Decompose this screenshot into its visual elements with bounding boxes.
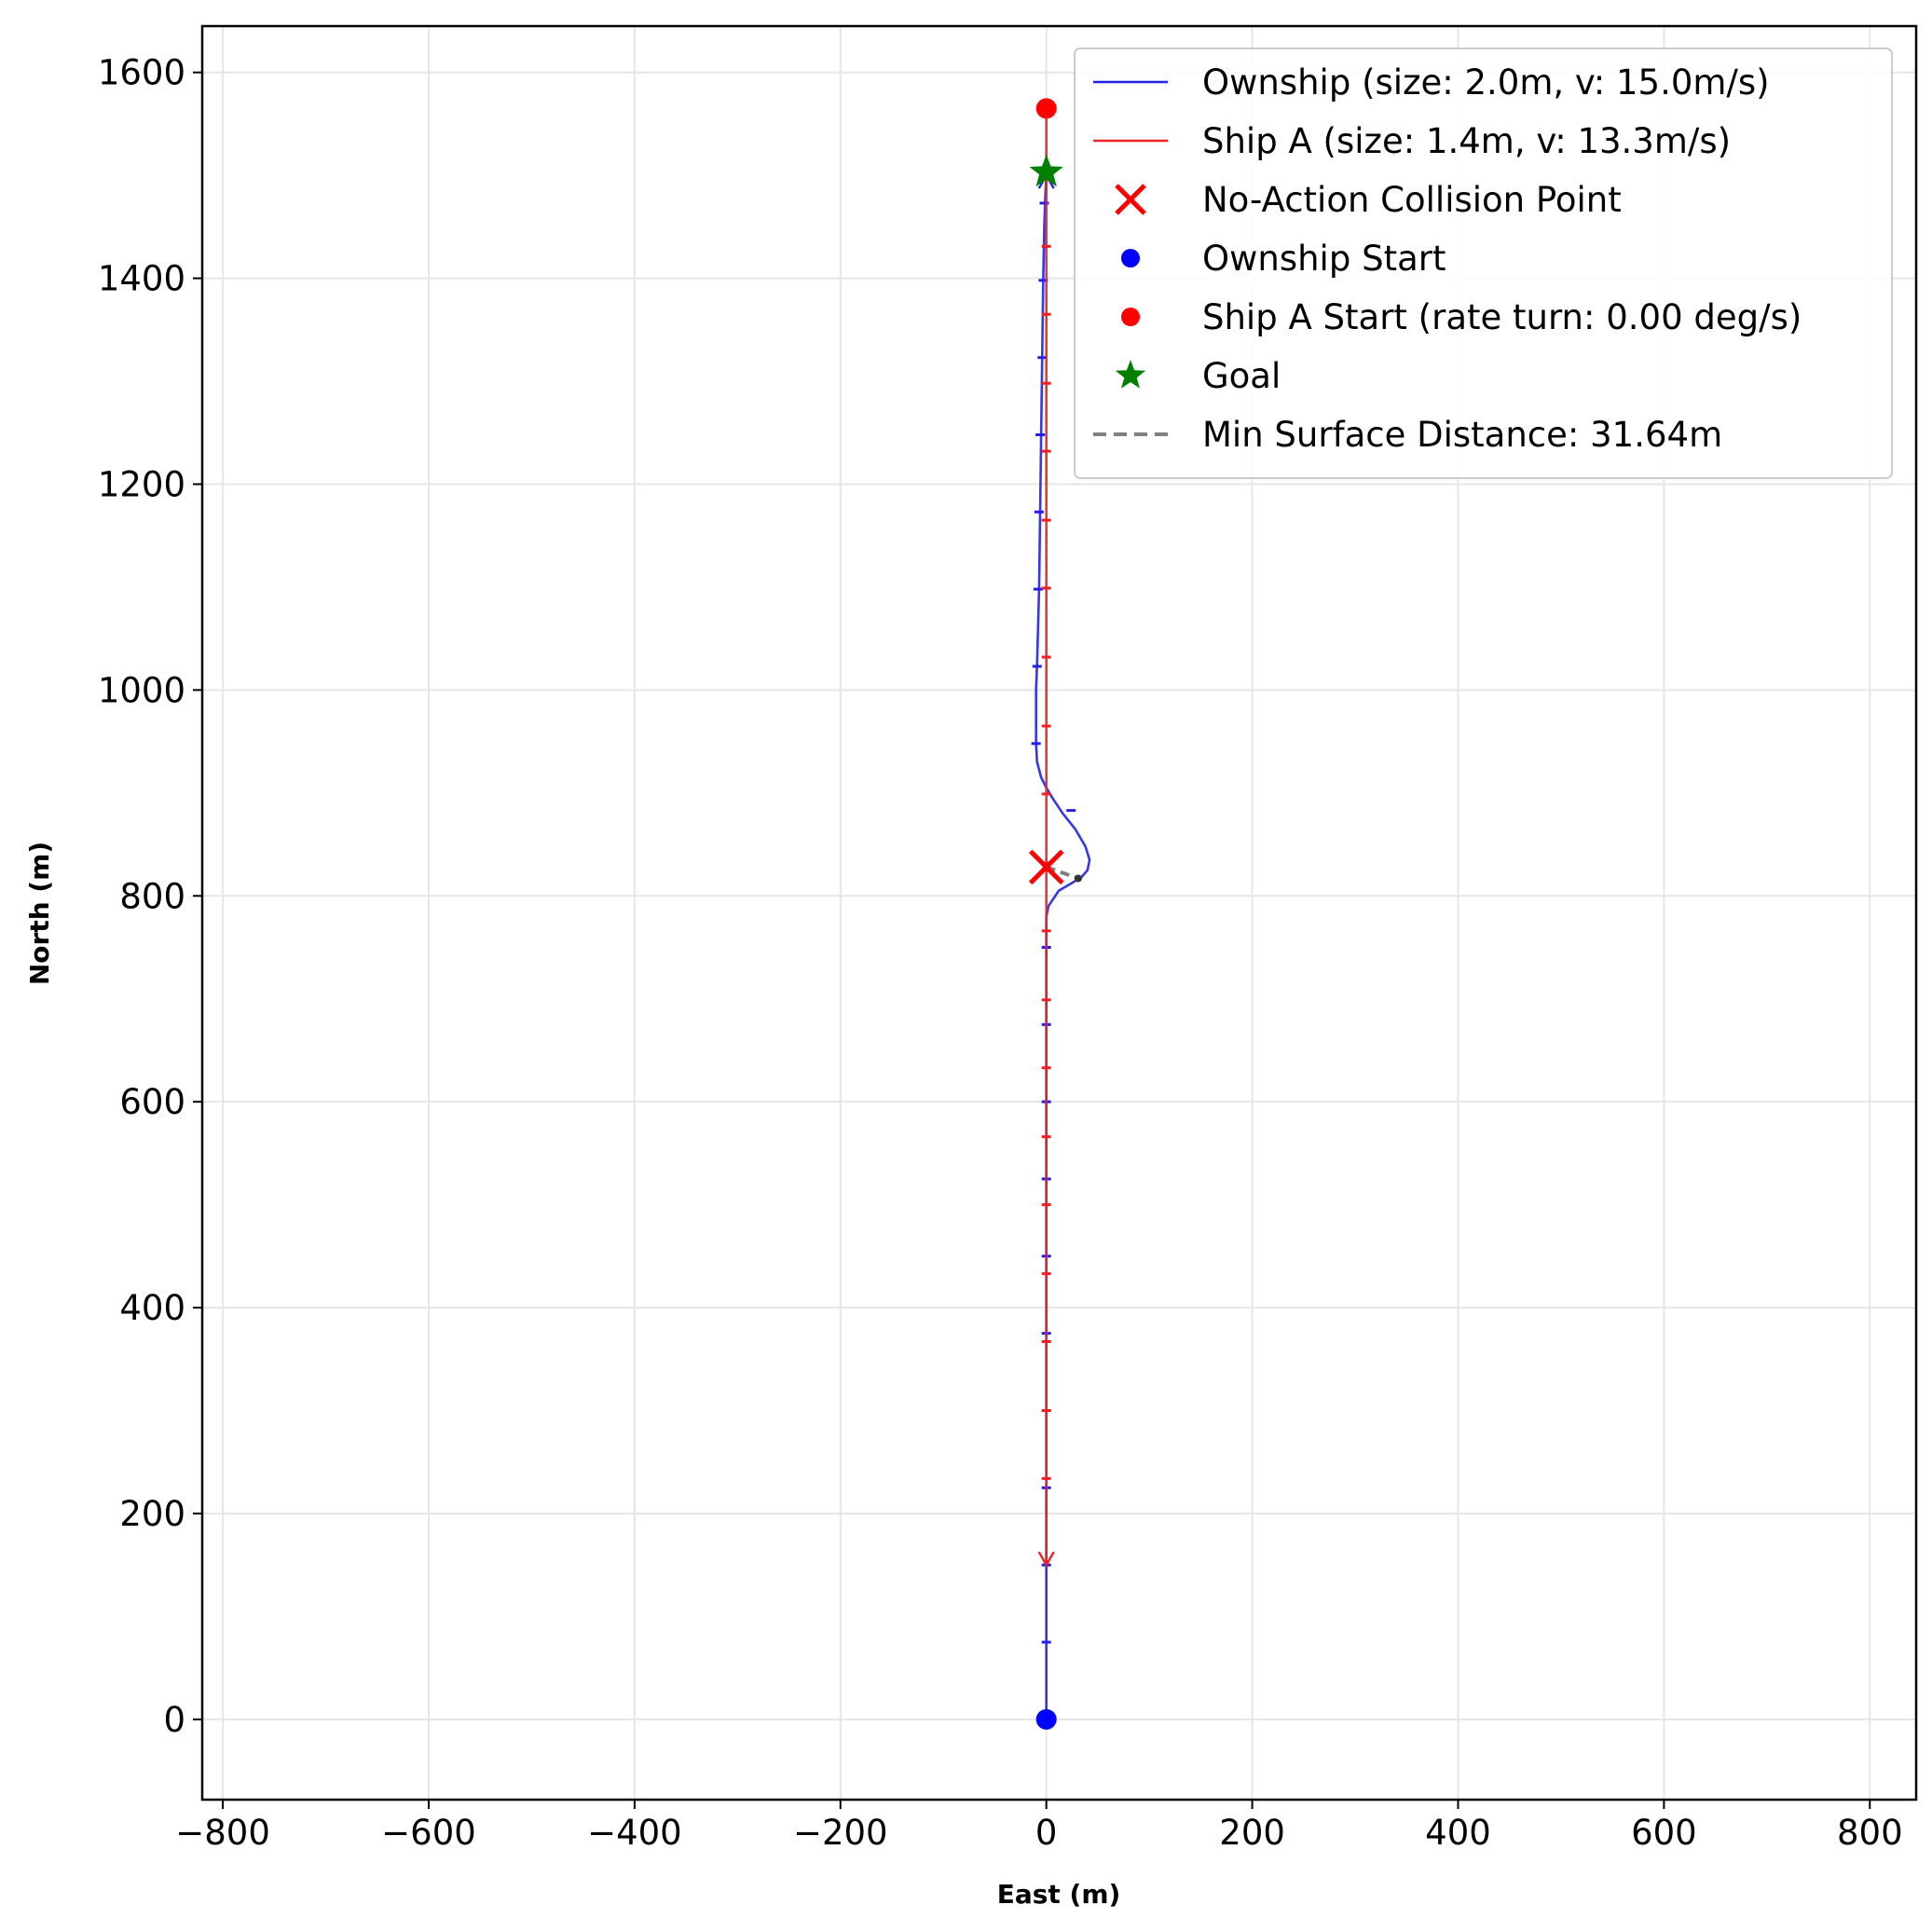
x-tick-label: −600 — [381, 1813, 476, 1853]
markers — [1028, 98, 1064, 1730]
goal-marker — [1029, 154, 1063, 187]
plot-frame — [200, 24, 1918, 1802]
no-action-collision-point-marker-stroke-b — [1028, 849, 1064, 885]
legend-swatch-no-action-collision-point — [1115, 184, 1146, 215]
x-axis-label: East (m) — [997, 1879, 1121, 1910]
y-tick-label: 800 — [119, 876, 185, 916]
x-tick-label: −800 — [175, 1813, 270, 1853]
legend-swatch-no-action-collision-point-stroke-b — [1115, 184, 1146, 215]
min-distance-line — [1046, 865, 1079, 881]
ownship-start-marker — [1035, 1708, 1057, 1730]
trajectories — [1031, 108, 1091, 1720]
y-tick-label: 1400 — [98, 259, 185, 299]
y-tick-label: 200 — [119, 1494, 185, 1534]
legend-swatch-goal — [1115, 360, 1146, 389]
x-tick-label: −400 — [587, 1813, 682, 1853]
ship-a-arrowhead — [1037, 1551, 1055, 1568]
x-tick-label: 600 — [1631, 1813, 1697, 1853]
x-tick-label: 400 — [1425, 1813, 1491, 1853]
legend-label: Min Surface Distance: 31.64m — [1202, 415, 1722, 455]
y-tick-label: 400 — [119, 1288, 185, 1328]
y-axis-label: North (m) — [24, 842, 55, 985]
legend-box — [1074, 48, 1893, 479]
legend-swatch-ship-a-start-rate-turn-0-00-deg-s — [1121, 308, 1140, 326]
legend: Ownship (size: 2.0m, v: 15.0m/s) Ship A (… — [1074, 48, 1893, 479]
x-tick-label: 800 — [1837, 1813, 1903, 1853]
y-tick-label: 600 — [119, 1082, 185, 1122]
y-tick-label: 0 — [163, 1700, 185, 1740]
legend-label: Ship A Start (rate turn: 0.00 deg/s) — [1202, 297, 1802, 337]
legend-swatch-ownship-start — [1121, 249, 1140, 267]
x-tick-label: 0 — [1035, 1813, 1058, 1853]
legend-label: Ship A (size: 1.4m, v: 13.3m/s) — [1202, 121, 1731, 161]
y-tick-label: 1000 — [98, 670, 185, 710]
ship-a-start-rate-turn-0-00-deg-s-marker — [1035, 98, 1057, 119]
no-action-collision-point-marker — [1028, 849, 1064, 885]
x-tick-label: 200 — [1219, 1813, 1285, 1853]
legend-label: Goal — [1202, 356, 1281, 396]
y-axis-ticks: 0 200 400 600 800 1000 1200 1400 1600 — [98, 53, 202, 1740]
y-tick-label: 1600 — [98, 53, 185, 93]
min-distance-point-b — [1074, 874, 1082, 883]
legend-label: Ownship Start — [1202, 239, 1446, 279]
legend-label: No-Action Collision Point — [1202, 180, 1622, 220]
y-tick-label: 1200 — [98, 464, 185, 504]
legend-label: Ownship (size: 2.0m, v: 15.0m/s) — [1202, 62, 1770, 103]
x-tick-label: −200 — [793, 1813, 888, 1853]
x-axis-ticks: −800 −600 −400 −200 0 200 400 600 800 — [175, 1800, 1903, 1853]
